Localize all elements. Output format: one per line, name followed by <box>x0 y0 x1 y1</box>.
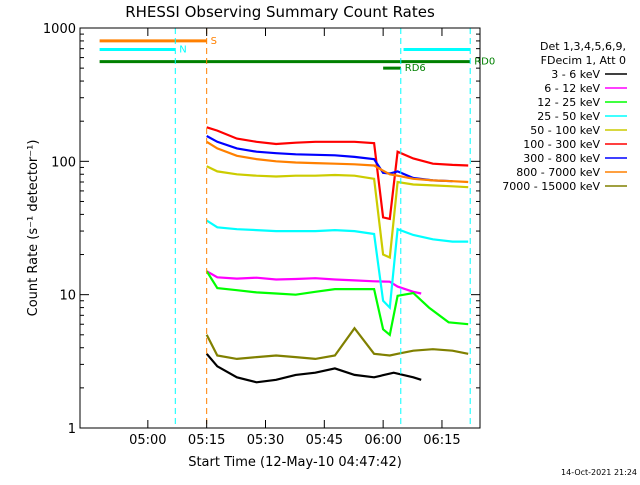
y-axis-label: Count Rate (s⁻¹ detector⁻¹) <box>26 140 41 317</box>
annotation-layer: S N RD0 RD6 <box>99 28 495 428</box>
y-tick-label-1: 10 <box>59 289 76 304</box>
legend-label-1: 6 - 12 keV <box>544 82 600 95</box>
series-line-7 <box>206 140 469 184</box>
y-tick-label-0: 1 <box>68 422 76 437</box>
series-line-1 <box>206 270 422 295</box>
annotation-label-0: S <box>211 36 217 47</box>
legend-label-8: 7000 - 15000 keV <box>502 180 600 193</box>
legend-label-7: 800 - 7000 keV <box>516 166 600 179</box>
chart-title: RHESSI Observing Summary Count Rates <box>125 3 435 21</box>
series-line-4 <box>206 165 469 260</box>
annotation-label-4: RD6 <box>405 63 426 74</box>
legend-header-line-2: FDecim 1, Att 0 <box>541 54 626 67</box>
x-tick-label-2: 05:30 <box>247 433 284 448</box>
x-tick-label-5: 06:15 <box>423 433 460 448</box>
x-axis-label: Start Time (12-May-10 04:47:42) <box>188 455 402 470</box>
x-tick-label-0: 05:00 <box>129 433 166 448</box>
series-line-2 <box>205 270 469 337</box>
plot-frame <box>79 27 481 429</box>
series-line-0 <box>205 353 422 384</box>
legend-header-line-1: Det 1,3,4,5,6,9, <box>540 40 626 53</box>
legend-label-6: 300 - 800 keV <box>523 152 600 165</box>
series-line-8 <box>205 326 469 361</box>
x-tick-layer: 05:00 05:15 05:30 05:45 06:00 06:15 <box>129 28 461 448</box>
legend: Det 1,3,4,5,6,9, FDecim 1, Att 0 3 - 6 k… <box>502 40 627 193</box>
legend-label-3: 25 - 50 keV <box>537 110 600 123</box>
legend-label-5: 100 - 300 keV <box>523 138 600 151</box>
annotation-label-3: RD0 <box>474 57 495 68</box>
footer-date: 14-Oct-2021 21:24 <box>561 468 637 477</box>
series-layer <box>205 126 469 384</box>
series-line-6 <box>206 135 453 183</box>
y-tick-label-2: 100 <box>51 155 76 170</box>
legend-label-2: 12 - 25 keV <box>537 96 600 109</box>
series-line-5 <box>206 126 469 221</box>
series-line-3 <box>206 219 469 311</box>
annotation-label-1: N <box>179 44 186 55</box>
legend-label-0: 3 - 6 keV <box>551 68 600 81</box>
legend-label-4: 50 - 100 keV <box>530 124 600 137</box>
x-tick-label-1: 05:15 <box>188 433 225 448</box>
y-tick-layer: 1 10 100 1000 <box>43 22 480 437</box>
x-tick-label-4: 06:00 <box>364 433 401 448</box>
x-tick-label-3: 05:45 <box>306 433 343 448</box>
y-tick-label-3: 1000 <box>43 22 76 37</box>
